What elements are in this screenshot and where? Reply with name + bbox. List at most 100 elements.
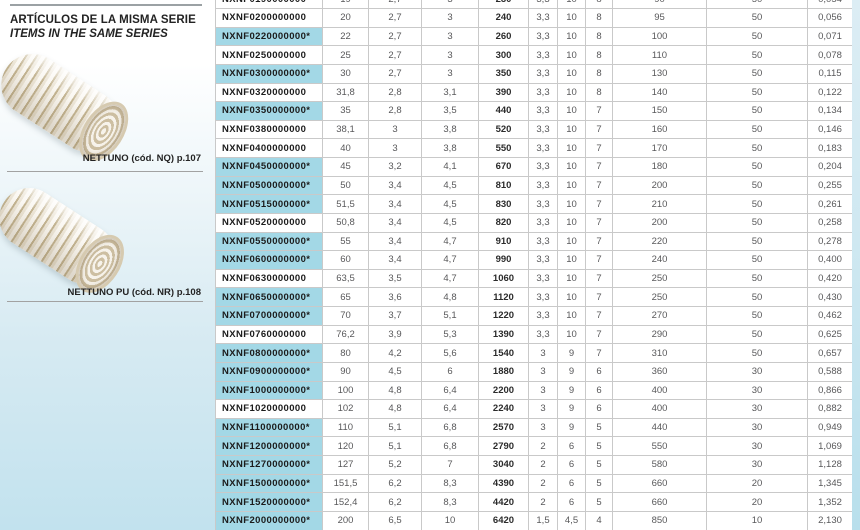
value-cell: 2200 [478,380,529,401]
value-cell: 4,5 [421,212,479,233]
value-cell: 6 [585,399,613,419]
table-row: NXNF0800000000* 80 4,2 5,6 1540 3 9 7 31… [215,343,852,363]
value-cell: 4,5 [557,510,586,530]
value-cell: 0,258 [807,212,852,233]
table-row: NXNF0250000000 25 2,7 3 300 3,3 10 8 110… [215,45,852,65]
value-cell: 3,4 [368,212,422,233]
value-cell: 670 [478,157,529,177]
value-cell: 4,5 [421,194,479,214]
value-cell: 3 [421,45,479,65]
value-cell: 10 [557,26,586,47]
value-cell: 0,882 [807,399,852,419]
value-cell: 6,2 [368,492,422,512]
product-code-cell: NXNF0515000000* [215,194,323,214]
value-cell: 200 [612,175,707,196]
value-cell: 3,3 [528,0,558,10]
sidebar-title-es: ARTÍCULOS DE LA MISMA SERIE [10,14,196,26]
value-cell: 9 [557,399,586,419]
value-cell: 0,255 [807,175,852,196]
value-cell: 0,071 [807,26,852,47]
value-cell: 19 [322,0,369,10]
value-cell: 10 [421,510,479,530]
value-cell: 7 [421,455,479,475]
spec-table-body: NXNF0190000000 19 2,7 3 230 3,3 10 8 90 … [215,0,852,530]
value-cell: 4,7 [421,231,479,252]
value-cell: 50 [706,82,808,103]
value-cell: 3,4 [368,175,422,196]
value-cell: 3,7 [368,306,422,326]
value-cell: 260 [478,26,529,47]
value-cell: 22 [322,26,369,47]
value-cell: 3,3 [528,138,558,159]
value-cell: 3 [528,399,558,419]
value-cell: 10 [557,287,586,308]
sidebar-title-en: ITEMS IN THE SAME SERIES [10,28,168,40]
value-cell: 0,183 [807,138,852,159]
value-cell: 55 [322,231,369,252]
value-cell: 7 [585,268,613,289]
value-cell: 10 [557,63,586,84]
value-cell: 2,7 [368,0,422,10]
value-cell: 6,4 [421,399,479,419]
table-row: NXNF0650000000* 65 3,6 4,8 1120 3,3 10 7… [215,287,852,308]
product-code-cell: NXNF1520000000* [215,492,323,512]
value-cell: 2,8 [368,82,422,103]
value-cell: 300 [478,45,529,65]
table-row: NXNF0760000000 76,2 3,9 5,3 1390 3,3 10 … [215,324,852,345]
product-code-cell: NXNF1100000000* [215,417,323,438]
value-cell: 50 [706,175,808,196]
value-cell: 4,8 [421,287,479,308]
value-cell: 6 [557,436,586,457]
value-cell: 10 [557,82,586,103]
product-code-cell: NXNF0760000000 [215,324,323,345]
value-cell: 10 [557,157,586,177]
value-cell: 0,588 [807,361,852,382]
table-row: NXNF1020000000 102 4,8 6,4 2240 3 9 6 40… [215,399,852,419]
value-cell: 0,657 [807,343,852,363]
value-cell: 20 [706,473,808,494]
product-code-cell: NXNF0700000000* [215,306,323,326]
value-cell: 3,3 [528,324,558,345]
value-cell: 9 [557,417,586,438]
value-cell: 8 [585,63,613,84]
value-cell: 7 [585,287,613,308]
value-cell: 6,4 [421,380,479,401]
value-cell: 4,8 [368,380,422,401]
value-cell: 10 [557,8,586,28]
value-cell: 0,122 [807,82,852,103]
value-cell: 90 [612,0,707,10]
value-cell: 50 [706,63,808,84]
value-cell: 50,8 [322,212,369,233]
value-cell: 3,3 [528,26,558,47]
value-cell: 0,949 [807,417,852,438]
value-cell: 3,4 [368,231,422,252]
value-cell: 3,3 [528,157,558,177]
value-cell: 220 [612,231,707,252]
value-cell: 38,1 [322,119,369,140]
value-cell: 30 [706,455,808,475]
value-cell: 3,3 [528,194,558,214]
value-cell: 3 [528,417,558,438]
value-cell: 3 [421,8,479,28]
value-cell: 400 [612,399,707,419]
value-cell: 6 [421,361,479,382]
value-cell: 3 [528,343,558,363]
value-cell: 210 [612,194,707,214]
value-cell: 35 [322,101,369,121]
value-cell: 850 [612,510,707,530]
value-cell: 1390 [478,324,529,345]
value-cell: 7 [585,306,613,326]
value-cell: 120 [322,436,369,457]
product-code-cell: NXNF0250000000 [215,45,323,65]
value-cell: 4420 [478,492,529,512]
value-cell: 3,3 [528,8,558,28]
table-row: NXNF0900000000* 90 4,5 6 1880 3 9 6 360 … [215,361,852,382]
value-cell: 550 [612,436,707,457]
product-code-cell: NXNF2000000000* [215,510,323,530]
value-cell: 7 [585,194,613,214]
value-cell: 2,7 [368,63,422,84]
value-cell: 3 [528,380,558,401]
value-cell: 2 [528,455,558,475]
value-cell: 7 [585,175,613,196]
value-cell: 3 [368,119,422,140]
